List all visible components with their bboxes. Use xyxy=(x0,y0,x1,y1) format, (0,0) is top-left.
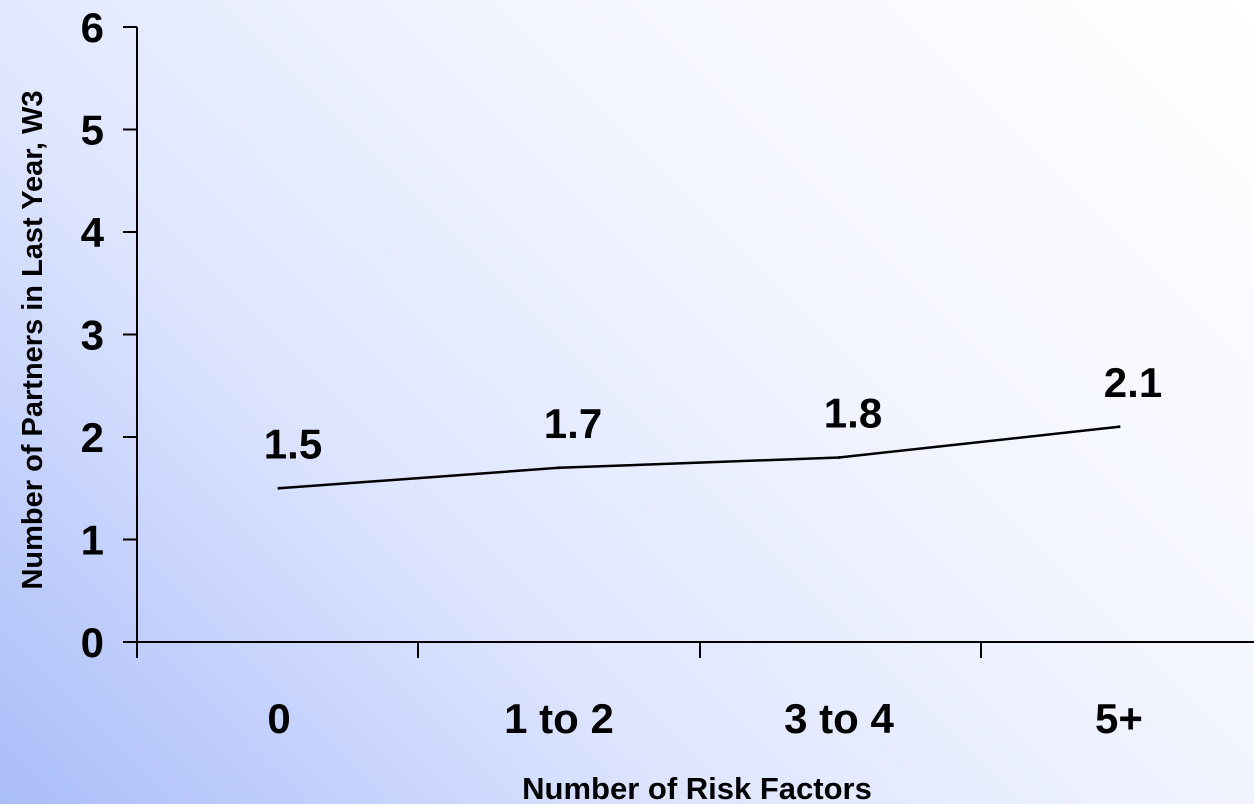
y-axis: 0 1 2 3 4 5 6 xyxy=(81,4,138,666)
data-point xyxy=(557,466,561,470)
y-tick-label: 3 xyxy=(81,312,104,359)
y-tick-label: 2 xyxy=(81,414,104,461)
y-tick-label: 4 xyxy=(81,209,105,256)
x-tick-label: 5+ xyxy=(1095,695,1143,742)
data-label: 1.7 xyxy=(544,400,602,447)
data-point xyxy=(837,456,841,459)
data-label: 1.5 xyxy=(264,420,322,467)
y-tick-label: 5 xyxy=(81,107,104,154)
series-layer: 1.5 1.7 1.8 2.1 xyxy=(264,359,1162,490)
data-label: 2.1 xyxy=(1104,359,1162,406)
y-axis-title: Number of Partners in Last Year, W3 xyxy=(17,90,49,589)
data-point xyxy=(1117,425,1121,429)
x-tick-label: 1 to 2 xyxy=(504,695,614,742)
data-label: 1.8 xyxy=(824,390,882,437)
x-tick-label: 0 xyxy=(267,695,290,742)
series-line xyxy=(278,425,1120,490)
x-tick-label: 3 to 4 xyxy=(784,695,894,742)
y-tick-label: 6 xyxy=(81,4,104,51)
x-axis: 0 1 to 2 3 to 4 5+ xyxy=(136,641,1254,742)
y-tick-label: 1 xyxy=(81,517,104,564)
x-axis-title: Number of Risk Factors xyxy=(522,771,872,804)
data-point xyxy=(277,486,281,490)
y-tick-label: 0 xyxy=(81,619,104,666)
